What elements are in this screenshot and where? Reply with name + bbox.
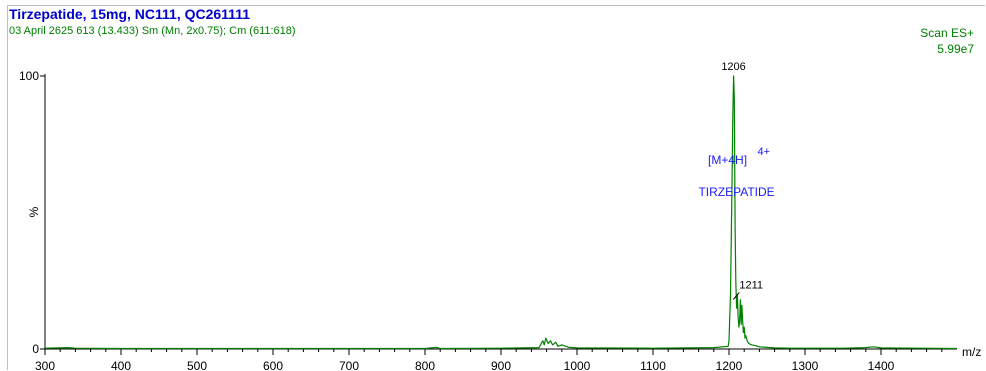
spectrum-trace xyxy=(44,75,958,350)
chart-subtitle: 03 April 2625 613 (13.433) Sm (Mn, 2x0.7… xyxy=(9,25,296,37)
x-tick-label: 1100 xyxy=(640,359,666,371)
charge-annotation: 4+ xyxy=(758,146,771,158)
scan-info: Scan ES+ 5.99e7 xyxy=(920,25,974,57)
x-tick-label: 1200 xyxy=(716,359,743,371)
peak-label-1206: 1206 xyxy=(721,61,745,73)
chart-title: Tirzepatide, 15mg, NC111, QC261111 xyxy=(9,6,250,22)
y-tick-label: 100 xyxy=(19,69,39,83)
x-tick-label: 600 xyxy=(263,359,283,371)
y-axis-label: % xyxy=(27,206,41,217)
scan-mode-label: Scan ES+ xyxy=(920,26,974,40)
x-tick-label: 1000 xyxy=(564,359,591,371)
compound-annotation: TIRZEPATIDE xyxy=(698,185,774,199)
spectrum-panel xyxy=(7,5,985,370)
x-tick-label: 400 xyxy=(111,359,131,371)
ion-annotation: [M+4H] xyxy=(708,153,747,167)
peak-label-1211: 1211 xyxy=(739,279,763,291)
intensity-label: 5.99e7 xyxy=(937,42,974,56)
x-axis-label: m/z xyxy=(962,345,981,359)
x-tick-label: 800 xyxy=(415,359,435,371)
y-tick-label: 0 xyxy=(32,342,39,356)
x-tick-label: 300 xyxy=(35,359,55,371)
x-tick-label: 1300 xyxy=(792,359,819,371)
x-tick-label: 700 xyxy=(339,359,359,371)
x-tick-label: 1400 xyxy=(868,359,895,371)
peak-leader-1211 xyxy=(732,292,740,300)
x-tick-label: 900 xyxy=(491,359,511,371)
x-tick-label: 500 xyxy=(187,359,207,371)
